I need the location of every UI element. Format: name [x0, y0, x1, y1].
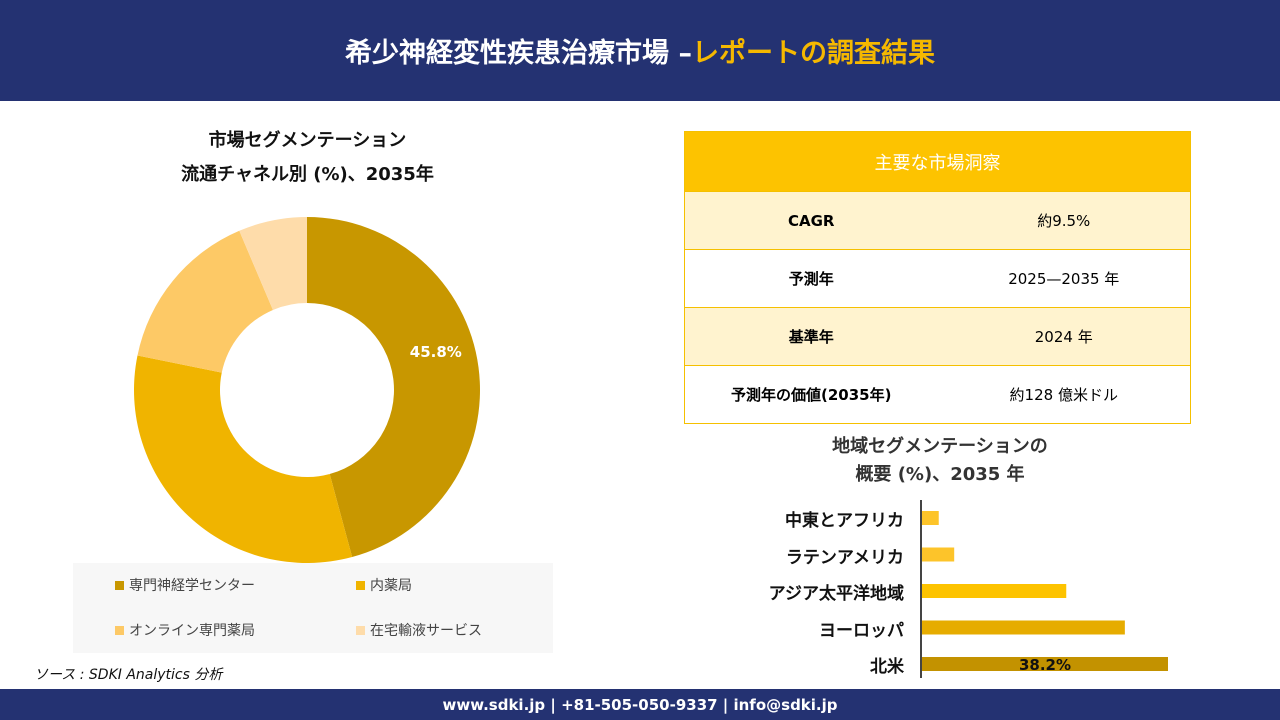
table-row: CAGR 約9.5% — [685, 191, 1190, 249]
row-value: 約9.5% — [1037, 212, 1091, 230]
donut-slice — [137, 230, 273, 373]
bar-category-label: 中東とアフリカ — [785, 511, 904, 531]
bar-category-label: アジア太平洋地域 — [768, 584, 904, 604]
bar-category-label: 北米 — [870, 657, 904, 677]
donut-subtitle: 流通チャネル別 (%)、2035年 — [181, 164, 434, 185]
row-value: 2024 年 — [1034, 328, 1093, 346]
bar — [922, 620, 1125, 635]
header-banner: 希少神経変性疾患治療市場 – レポートの調査結果 — [0, 0, 1280, 101]
donut-title: 市場セグメンテーション — [208, 130, 407, 151]
donut-slice — [307, 217, 480, 558]
region-title: 地域セグメンテーションの — [832, 436, 1048, 457]
row-key: 予測年 — [788, 270, 834, 288]
donut-legend: 専門神経学センター 内薬局 オンライン専門薬局 在宅輸液サービス — [73, 563, 553, 653]
donut-data-label: 45.8% — [410, 343, 462, 361]
legend-label: 在宅輸液サービス — [370, 623, 482, 639]
footer-contact: www.sdki.jp | +81-505-050-9337 | info@sd… — [0, 689, 1280, 720]
bar — [922, 584, 1067, 598]
region-chart-title: 地域セグメンテーションの 概要 (%)、2035 年 — [740, 433, 1140, 489]
legend-label: 内薬局 — [370, 578, 412, 594]
source-note: ソース : SDKI Analytics 分析 — [34, 667, 223, 683]
title-highlight: レポートの調査結果 — [691, 38, 935, 69]
row-key: 基準年 — [788, 328, 834, 346]
legend-item: 内薬局 — [356, 575, 412, 595]
insights-table: 主要な市場洞察 CAGR 約9.5% 予測年 2025—2035 年 基準年 2024… — [684, 131, 1191, 424]
legend-swatch — [356, 625, 365, 635]
table-row: 基準年 2024 年 — [685, 307, 1190, 365]
legend-item: オンライン専門薬局 — [115, 620, 255, 640]
bar-category-label: ヨーロッパ — [819, 620, 904, 641]
region-subtitle: 概要 (%)、2035 年 — [855, 464, 1025, 485]
table-row: 予測年の価値(2035年) 約128 億米ドル — [685, 365, 1190, 423]
legend-swatch — [115, 625, 124, 635]
bar — [922, 657, 1168, 671]
title: 希少神経変性疾患治療市場 – — [345, 38, 692, 69]
donut-chart: 45.8% — [134, 217, 480, 563]
legend-swatch — [115, 580, 124, 590]
legend-label: 専門神経学センター — [129, 578, 255, 594]
row-value: 2025—2035 年 — [1008, 270, 1120, 288]
legend-item: 在宅輸液サービス — [356, 620, 482, 640]
bar-category-label: ラテンアメリカ — [785, 547, 904, 568]
bar — [922, 511, 939, 525]
legend-item: 専門神経学センター — [115, 575, 255, 595]
bar — [922, 547, 955, 562]
legend-swatch — [356, 580, 365, 590]
legend-label: オンライン専門薬局 — [129, 623, 255, 639]
region-bar-chart: 38.2% — [920, 500, 1168, 678]
donut-slice — [134, 355, 353, 563]
insights-title: 主要な市場洞察 — [685, 132, 1190, 191]
row-key: CAGR — [788, 211, 835, 230]
bar-data-label: 38.2% — [1019, 656, 1071, 674]
row-key: 予測年の価値(2035年) — [731, 386, 892, 404]
table-row: 予測年 2025—2035 年 — [685, 249, 1190, 307]
donut-slice — [239, 217, 307, 310]
row-value: 約128 億米ドル — [1009, 386, 1118, 404]
